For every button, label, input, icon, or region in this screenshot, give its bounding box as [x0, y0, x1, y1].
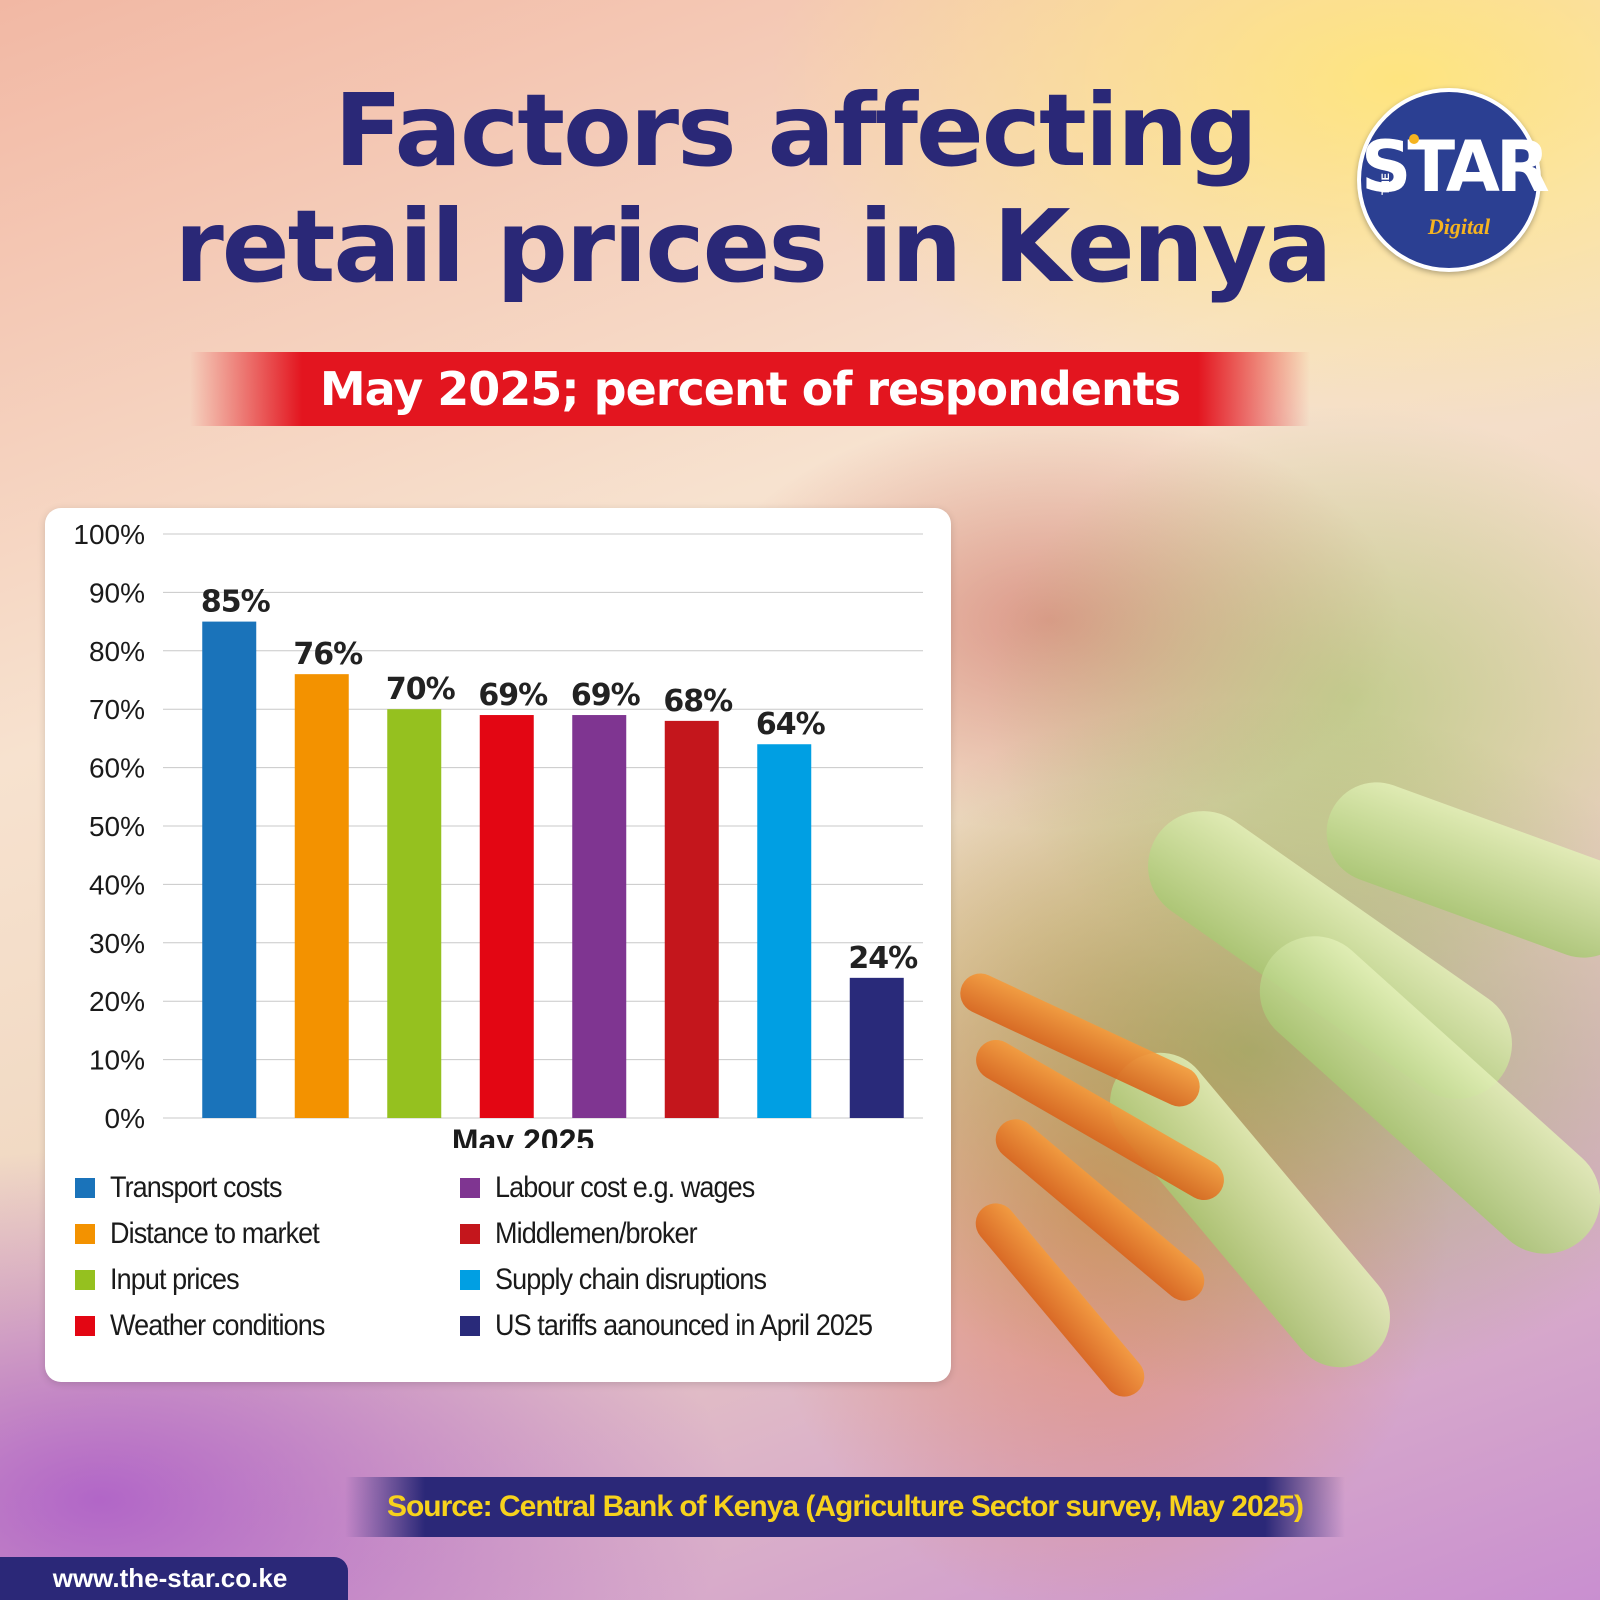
y-tick-label: 100% — [73, 519, 145, 550]
legend-item: Middlemen/broker — [460, 1214, 719, 1254]
bar — [849, 977, 904, 1118]
logo-star-text: STAR — [1361, 126, 1550, 208]
legend-label: Supply chain disruptions — [495, 1263, 767, 1296]
x-axis-label: May 2025 — [452, 1123, 594, 1148]
y-tick-label: 20% — [89, 986, 145, 1017]
legend-swatch — [75, 1224, 95, 1244]
legend-item: Weather conditions — [75, 1306, 348, 1346]
bar — [202, 621, 257, 1118]
legend-item: Transport costs — [75, 1168, 301, 1208]
y-tick-label: 60% — [89, 753, 145, 784]
y-tick-label: 40% — [89, 869, 145, 900]
legend-swatch — [460, 1316, 480, 1336]
bar — [387, 709, 442, 1118]
legend-swatch — [460, 1270, 480, 1290]
the-star-logo: THE STAR Digital — [1357, 88, 1550, 272]
y-tick-label: 10% — [89, 1045, 145, 1076]
data-label: 24% — [848, 941, 918, 976]
bar — [757, 744, 812, 1118]
subtitle-band — [190, 352, 1310, 426]
legend-item: Supply chain disruptions — [460, 1260, 796, 1300]
bar — [294, 674, 349, 1118]
bar — [664, 720, 719, 1118]
legend-label: Distance to market — [110, 1217, 320, 1250]
legend-item: Labour cost e.g. wages — [460, 1168, 783, 1208]
data-label: 69% — [478, 678, 548, 713]
chart-card: 0% 10% 20% 30% 40% 50% 60% 70% 80% 90% 100% 85% 76% 7… — [45, 508, 951, 1382]
page-title-line-1: Factors affecting — [334, 72, 1258, 189]
legend-label: US tariffs aanounced in April 2025 — [495, 1309, 873, 1342]
logo-star-icon — [1409, 134, 1419, 144]
website-band — [0, 1557, 348, 1600]
legend-swatch — [460, 1178, 480, 1198]
data-label: 70% — [386, 672, 456, 707]
data-label: 76% — [293, 637, 363, 672]
y-tick-label: 70% — [89, 694, 145, 725]
legend-item: Input prices — [75, 1260, 253, 1300]
legend-item: Distance to market — [75, 1214, 342, 1254]
website-link[interactable]: www.the-star.co.ke — [52, 1563, 288, 1593]
legend-label: Middlemen/broker — [495, 1217, 698, 1250]
y-tick-label: 50% — [89, 811, 145, 842]
page-title-line-2: retail prices in Kenya — [174, 188, 1332, 305]
y-tick-label: 0% — [105, 1103, 145, 1134]
source-band — [345, 1477, 1345, 1537]
legend-swatch — [75, 1316, 95, 1336]
legend-item: US tariffs aanounced in April 2025 — [460, 1306, 914, 1346]
y-tick-label: 80% — [89, 636, 145, 667]
data-label: 68% — [663, 684, 733, 719]
data-label: 69% — [571, 678, 641, 713]
legend-label: Input prices — [110, 1263, 240, 1296]
legend-swatch — [75, 1270, 95, 1290]
legend-swatch — [75, 1178, 95, 1198]
legend-swatch — [460, 1224, 480, 1244]
chart-subtitle: May 2025; percent of respondents — [319, 362, 1181, 416]
source-note: Source: Central Bank of Kenya (Agricultu… — [386, 1490, 1304, 1523]
legend-label: Weather conditions — [110, 1309, 325, 1342]
bar-chart: 0% 10% 20% 30% 40% 50% 60% 70% 80% 90% 100% 85% 76% 7… — [73, 519, 923, 1148]
y-tick-label: 30% — [89, 928, 145, 959]
bar — [572, 715, 627, 1118]
data-label: 64% — [756, 707, 826, 742]
legend-label: Transport costs — [110, 1171, 282, 1204]
legend-label: Labour cost e.g. wages — [495, 1171, 755, 1204]
y-tick-label: 90% — [89, 577, 145, 608]
bar — [479, 715, 534, 1118]
data-label: 85% — [201, 585, 271, 620]
logo-digital-text: Digital — [1427, 214, 1491, 239]
